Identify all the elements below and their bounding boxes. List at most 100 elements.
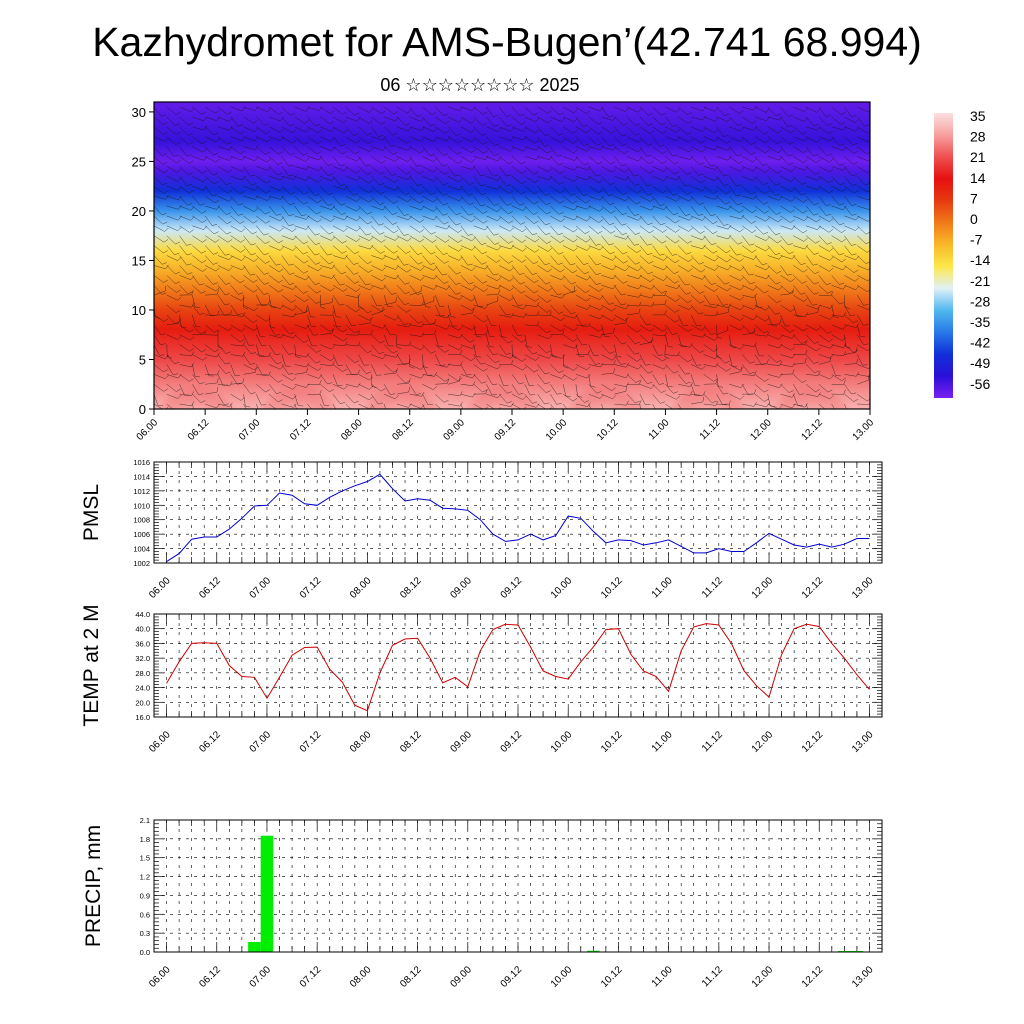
wind-barb-flag [162,161,168,165]
wind-barb-flag [227,141,232,145]
wind-barb [460,146,472,153]
wind-barb-flag [790,278,795,282]
wind-barb-flag [740,306,745,311]
wind-barb [217,136,228,145]
wind-barb [524,185,535,194]
wind-barb [243,106,255,111]
wind-barb-flag [431,111,437,115]
wind-barb [320,146,332,152]
wind-barb [614,285,622,296]
wind-barb-flag [415,393,421,395]
wind-barb [511,235,522,243]
wind-barb [384,235,396,241]
wind-barb-flag [536,321,540,327]
wind-barb [703,344,714,352]
wind-barb [729,371,742,375]
wind-barb-flag [368,269,373,273]
wind-barb-flag [177,394,182,399]
wind-barb [230,215,241,224]
wind-barb-flag [616,356,622,358]
wind-barb-flag [264,272,269,275]
wind-barb [345,403,352,409]
wind-barb-flag [752,177,757,182]
wind-barb-flag [766,359,769,364]
wind-barb [575,294,587,302]
wind-barb-flag [317,367,322,371]
wind-barb-flag [659,204,665,206]
wind-barb [614,235,626,240]
wind-barb-flag [645,364,651,366]
wind-barb-flag [739,228,744,233]
wind-barb-flag [443,183,449,186]
wind-barb-flag [612,284,617,290]
wind-barb [192,126,204,131]
wind-barb-flag [483,220,488,224]
wind-barb [588,245,600,251]
wind-barb-flag [506,124,512,127]
wind-barb [537,394,545,405]
wind-barb [524,294,536,302]
wind-barb-flag [572,140,578,144]
wind-barb [780,384,790,393]
wind-barb [767,195,780,201]
wind-barb [320,106,331,114]
wind-barb [831,146,844,151]
wind-barb [678,176,686,187]
wind-barb-flag [417,262,423,265]
wind-barb [332,354,339,366]
wind-barb-flag [226,182,231,186]
wind-barb [563,245,574,252]
wind-barb [499,106,507,117]
wind-barb [320,126,332,132]
wind-barb-flag [357,382,361,388]
wind-barb [818,176,830,183]
wind-barb-flag [456,272,462,275]
wind-barb-flag [501,336,507,338]
wind-barb-flag [727,205,732,210]
wind-barb-flag [367,310,373,314]
wind-barb [230,354,243,357]
wind-barb-flag [789,329,795,333]
wind-barb [588,314,601,320]
wind-barb-flag [381,110,386,114]
wind-barb [268,136,281,141]
wind-barb-flag [438,346,444,348]
wind-barb [665,354,678,357]
wind-barb-flag [685,372,691,375]
wind-barb-flag [239,220,245,224]
wind-barb [473,374,482,384]
wind-barb-flag [305,165,310,170]
wind-barb-flag [342,240,347,244]
wind-barb [716,106,725,116]
wind-barb-flag [508,220,514,224]
wind-barb-flag [201,349,207,353]
wind-barb [217,106,228,115]
wind-barb [614,136,623,146]
wind-barb-flag [662,229,667,233]
wind-barb [460,156,472,163]
wind-barb-flag [214,199,220,204]
wind-barb [154,195,166,200]
wind-barb-flag [356,227,361,232]
wind-barb [435,403,442,409]
wind-barb [626,126,636,136]
wind-barb-flag [688,148,693,153]
wind-barb [805,215,817,223]
colorbar-label: 7 [970,190,978,206]
wind-barb-flag [612,266,617,271]
wind-barb [690,245,703,250]
wind-barb [281,126,293,134]
wind-barb-flag [506,184,512,187]
wind-barb-flag [305,225,310,230]
wind-barb-flag [225,362,231,365]
wind-barb-flag [574,314,578,319]
wind-barb [767,323,780,326]
wind-barb-flag [813,252,819,255]
wind-barb [230,176,243,181]
wind-barb [384,354,396,358]
wind-barb [345,383,358,388]
wind-barb-flag [472,106,476,111]
wind-barb-flag [664,331,668,336]
wind-barb [358,136,369,144]
wind-barb [563,126,574,134]
